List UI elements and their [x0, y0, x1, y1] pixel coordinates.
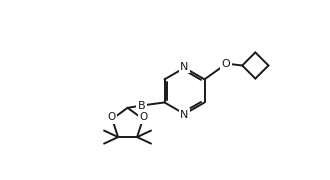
Text: N: N	[180, 110, 189, 120]
Text: N: N	[180, 62, 189, 72]
Text: O: O	[140, 112, 148, 122]
Text: O: O	[222, 59, 230, 69]
Text: O: O	[107, 112, 115, 122]
Text: B: B	[138, 100, 145, 111]
